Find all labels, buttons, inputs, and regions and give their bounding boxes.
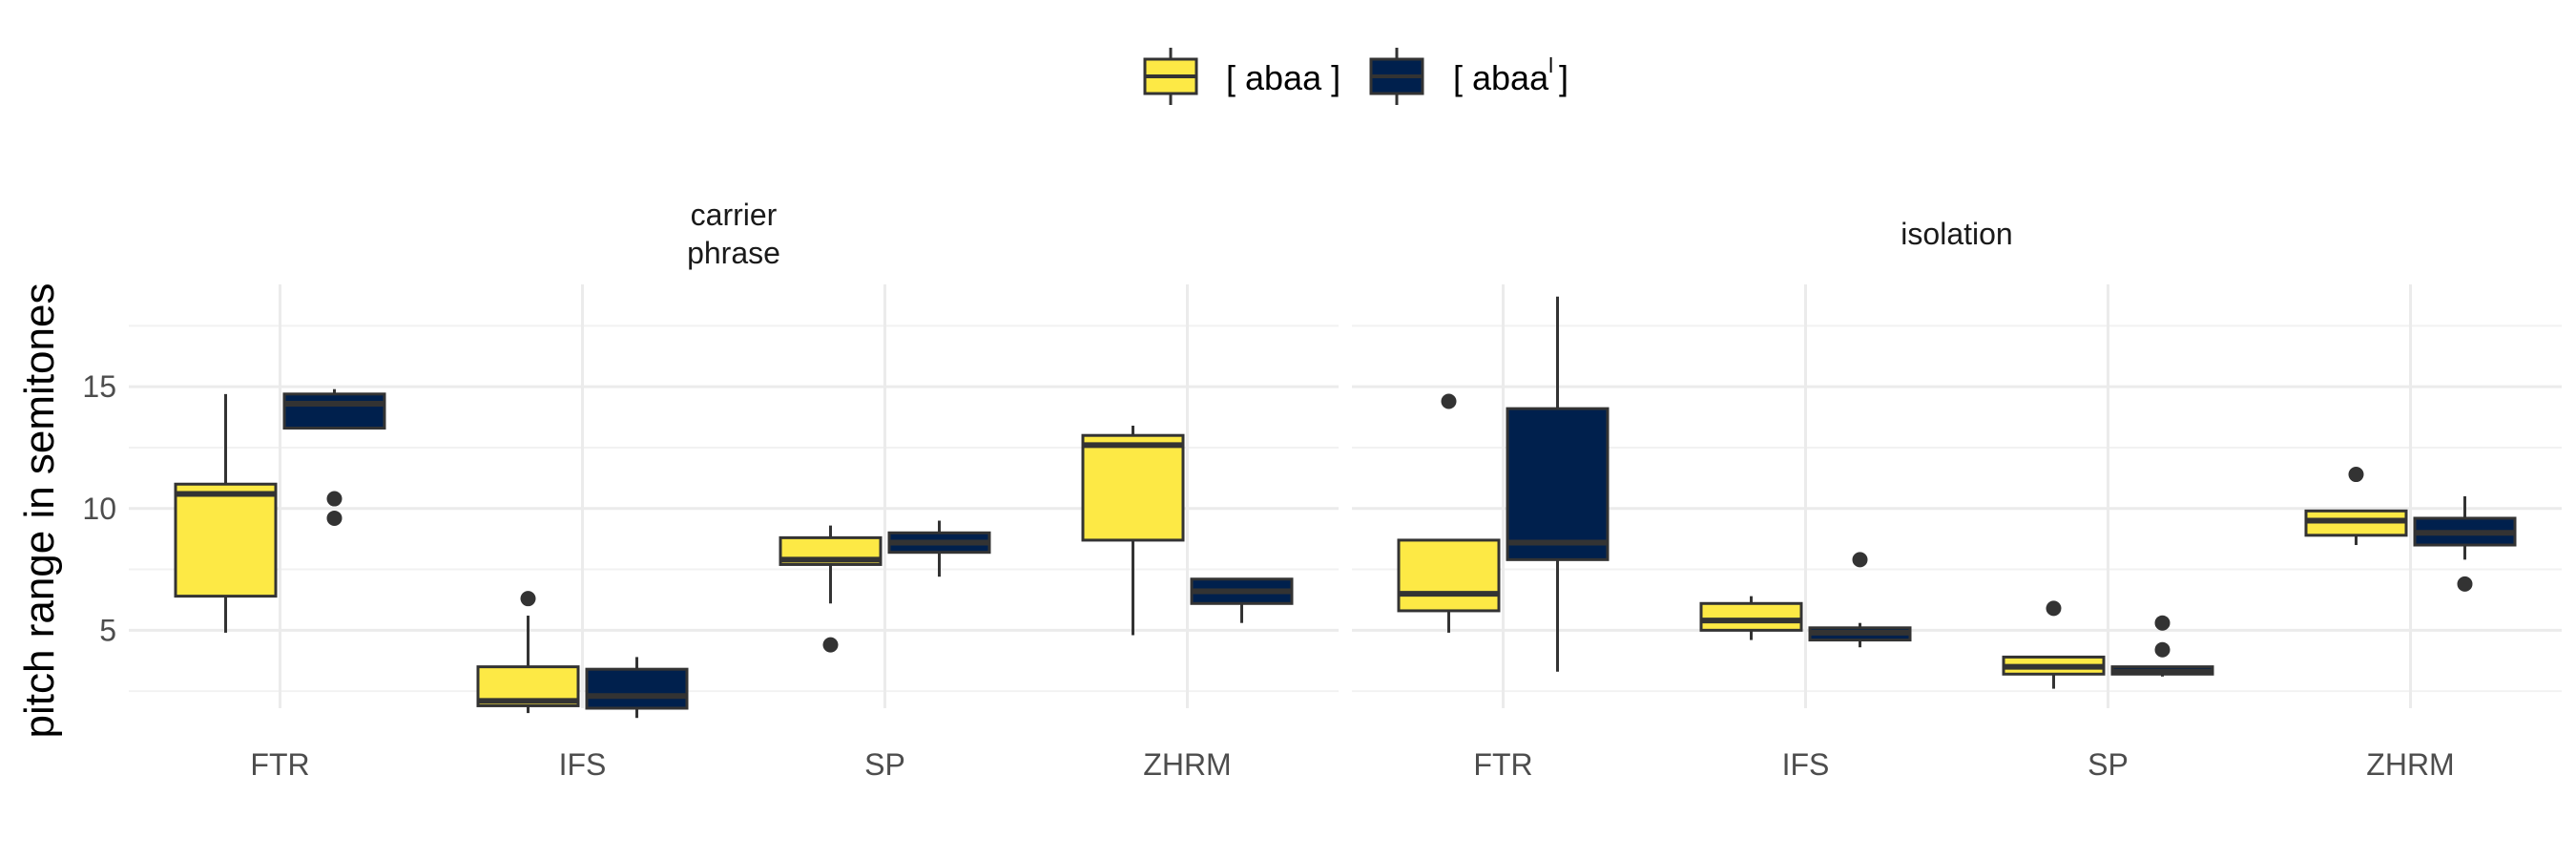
box-group — [1808, 552, 1912, 648]
box-group — [779, 525, 883, 653]
box-group — [282, 388, 386, 526]
outlier-point — [2154, 641, 2171, 658]
box-group — [1699, 596, 1803, 640]
x-tick-label: ZHRM — [1143, 747, 1231, 782]
box-group — [174, 393, 278, 633]
panel-title: isolation — [1901, 217, 2012, 251]
box-group — [1190, 577, 1294, 623]
outlier-point — [2457, 576, 2473, 592]
box-group — [2304, 467, 2408, 546]
x-tick-label: SP — [2088, 747, 2129, 782]
x-tick-label: FTR — [1473, 747, 1532, 782]
outlier-point — [1852, 552, 1868, 568]
x-tick-label: IFS — [559, 747, 607, 782]
box-group — [1506, 296, 1610, 672]
y-axis-title: pitch range in semitones — [16, 283, 63, 739]
legend-label-superscript: l — [1548, 53, 1553, 77]
box — [282, 392, 386, 430]
box-group — [585, 657, 689, 719]
outlier-point — [822, 637, 839, 653]
legend-key — [1369, 48, 1424, 105]
outlier-point — [1441, 393, 1457, 409]
y-tick-label: 10 — [82, 492, 116, 526]
x-tick-label: ZHRM — [2366, 747, 2454, 782]
box-group — [887, 520, 991, 577]
x-tick-label: SP — [864, 747, 905, 782]
legend-label-close: ] — [1559, 58, 1568, 97]
box — [1081, 433, 1185, 542]
box — [585, 667, 689, 710]
facet-panel: carrier phrase FTR IFS SP ZHRM 5 10 15 — [82, 198, 1339, 782]
outlier-point — [2046, 600, 2062, 617]
outlier-point — [2154, 615, 2171, 631]
facet-panel: isolation FTR IFS SP ZHRM — [1352, 217, 2562, 782]
box-group — [2002, 600, 2106, 689]
box-group — [2110, 615, 2214, 677]
box-group — [2413, 496, 2517, 592]
panel-title: carrier — [691, 198, 778, 232]
y-tick-label: 15 — [82, 369, 116, 404]
x-tick-label: IFS — [1782, 747, 1830, 782]
y-tick-label: 5 — [99, 613, 116, 647]
box — [1506, 407, 1610, 561]
box — [1699, 601, 1803, 632]
legend: [ abaa ] [ abaal] — [1143, 48, 1568, 105]
outlier-point — [326, 491, 343, 507]
legend-label: [ abaal] — [1453, 53, 1568, 97]
box — [1397, 538, 1501, 613]
box-group — [1397, 393, 1501, 633]
facet-panels: carrier phrase FTR IFS SP ZHRM 5 10 15 isolation F… — [82, 198, 2562, 782]
legend-key — [1143, 48, 1198, 105]
outlier-point — [326, 510, 343, 526]
outlier-point — [520, 591, 536, 607]
panel-title: phrase — [687, 236, 780, 270]
box-group — [1081, 426, 1185, 636]
legend-label: [ abaa ] — [1226, 58, 1340, 97]
x-tick-label: FTR — [250, 747, 309, 782]
outlier-point — [2348, 467, 2364, 483]
box-group — [476, 591, 580, 714]
box — [174, 482, 278, 598]
